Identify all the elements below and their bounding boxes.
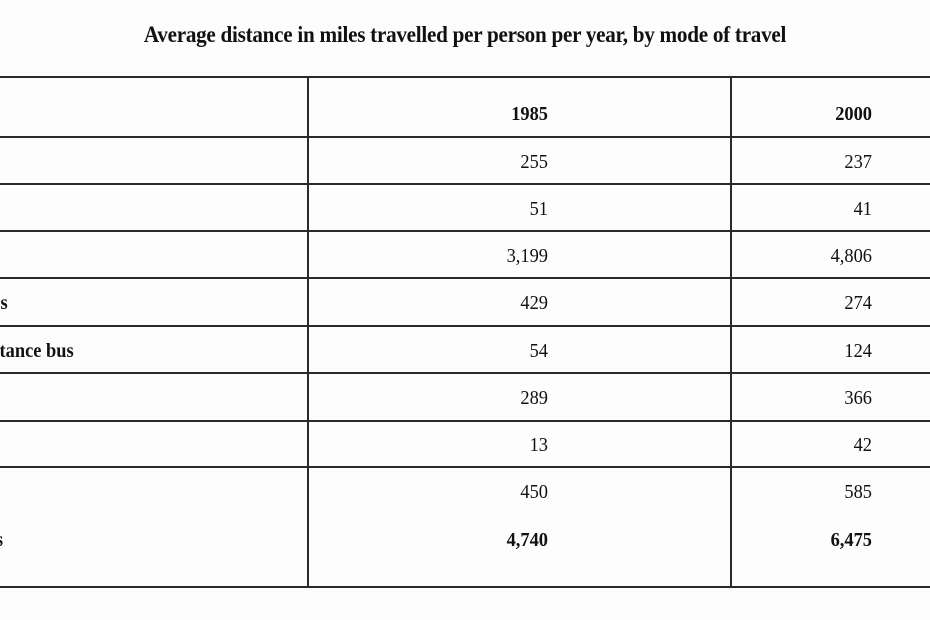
chart-title: Average distance in miles travelled per …	[143, 22, 787, 47]
table-column-rule	[307, 76, 309, 588]
cell-1985: 429	[520, 292, 548, 314]
row-label: cal bus	[0, 292, 8, 314]
cell-1985: 3,199	[506, 245, 548, 267]
table-rule	[0, 183, 930, 185]
cell-2000: 124	[844, 340, 872, 362]
cell-1985: 51	[529, 198, 548, 220]
cell-1985: 13	[529, 434, 548, 456]
cell-2000: 4,806	[830, 245, 872, 267]
cell-1985: 289	[520, 387, 548, 409]
table-rule	[0, 230, 930, 232]
table-rule	[0, 325, 930, 327]
cell-1985: 450	[520, 481, 548, 503]
table-rule	[0, 466, 930, 468]
row-label-total: modes	[0, 528, 3, 552]
table-column-rule	[730, 76, 732, 588]
column-header-1985: 1985	[511, 103, 548, 125]
cell-2000: 585	[844, 481, 872, 503]
column-header-2000: 2000	[835, 103, 872, 125]
cell-2000: 42	[853, 434, 872, 456]
cell-1985-total: 4,740	[506, 529, 548, 551]
row-label: ng distance bus	[0, 340, 74, 362]
cell-2000: 237	[844, 151, 872, 173]
cell-2000: 41	[853, 198, 872, 220]
table-rule	[0, 136, 930, 138]
cell-2000-total: 6,475	[830, 529, 872, 551]
table-rule	[0, 277, 930, 279]
table-rule	[0, 76, 930, 78]
table-rule	[0, 372, 930, 374]
cell-1985: 54	[529, 340, 548, 362]
cell-2000: 366	[844, 387, 872, 409]
cell-2000: 274	[844, 292, 872, 314]
table-rule	[0, 586, 930, 588]
cell-1985: 255	[520, 151, 548, 173]
table-rule	[0, 420, 930, 422]
